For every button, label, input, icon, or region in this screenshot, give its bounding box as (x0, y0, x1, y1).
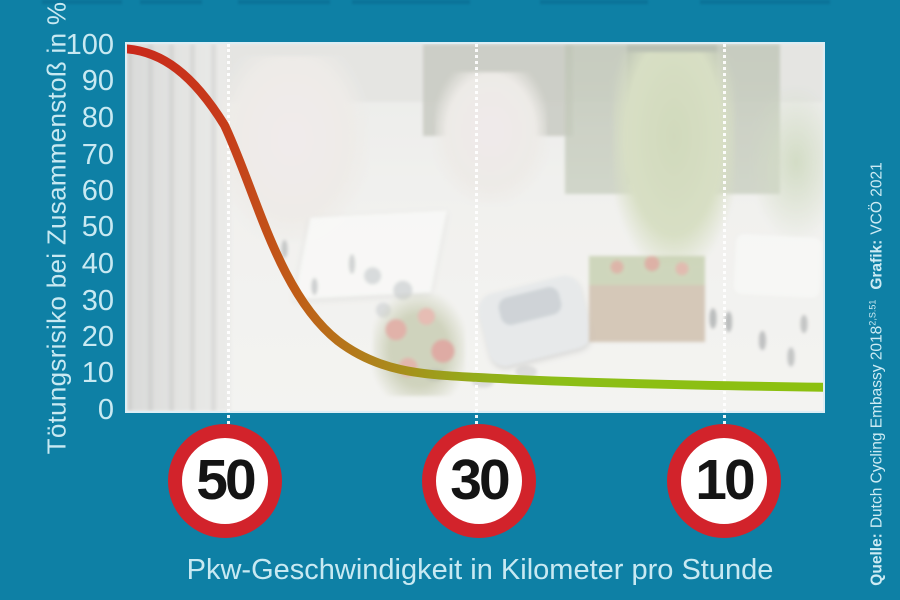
cutoff-fragment (42, 0, 122, 4)
marker-line-10 (723, 44, 726, 424)
photo-pedestrians-right (687, 280, 817, 390)
y-tick-90: 90 (81, 65, 114, 97)
cutoff-fragment (700, 0, 830, 4)
chart-plot-area (125, 42, 825, 424)
photo-green-tree (613, 52, 735, 264)
source-grafik-label: Grafik: (868, 239, 886, 290)
y-tick-100: 100 (65, 29, 114, 61)
risk-curve-path (127, 44, 823, 392)
marker-line-30 (475, 44, 478, 424)
source-caption: Quelle: Dutch Cycling Embassy 20182,S.51 G… (867, 162, 886, 585)
y-tick-20: 20 (81, 321, 114, 353)
cutoff-fragment (238, 0, 330, 4)
speed-sign-30-value: 30 (450, 447, 510, 512)
speed-sign-50-value: 50 (196, 447, 256, 512)
photo-green-tree-far (753, 86, 823, 238)
source-quelle-text: Dutch Cycling Embassy 2018 (868, 325, 886, 529)
cutoff-fragment (540, 0, 648, 4)
cutoff-fragment (352, 0, 470, 4)
photo-flowers-right (597, 250, 697, 284)
cutoff-fragment (140, 0, 202, 4)
source-reference-superscript: 2,S.51 (867, 299, 878, 326)
speed-sign-10-value: 10 (695, 447, 755, 512)
speed-sign-30: 30 (422, 424, 536, 538)
y-tick-0: 0 (97, 394, 114, 426)
speed-sign-50: 50 (168, 424, 282, 538)
y-tick-50: 50 (81, 211, 114, 243)
y-tick-40: 40 (81, 248, 114, 280)
source-quelle-label: Quelle: (868, 533, 886, 586)
x-axis-title: Pkw-Geschwindigkeit in Kilometer pro Stu… (186, 554, 774, 586)
photo-shapes (127, 44, 823, 411)
y-tick-60: 60 (81, 175, 114, 207)
photo-blossom-tree-1 (217, 56, 367, 241)
y-tick-70: 70 (81, 139, 114, 171)
source-grafik-text: VCÖ 2021 (868, 162, 886, 235)
cutoff-title-remnant (0, 0, 900, 5)
y-tick-10: 10 (81, 357, 114, 389)
photo-blossom-tree-2 (435, 72, 547, 204)
y-tick-30: 30 (81, 285, 114, 317)
y-tick-80: 80 (81, 102, 114, 134)
marker-line-50 (227, 44, 230, 424)
speed-sign-10: 10 (667, 424, 781, 538)
risk-curve (127, 44, 823, 392)
